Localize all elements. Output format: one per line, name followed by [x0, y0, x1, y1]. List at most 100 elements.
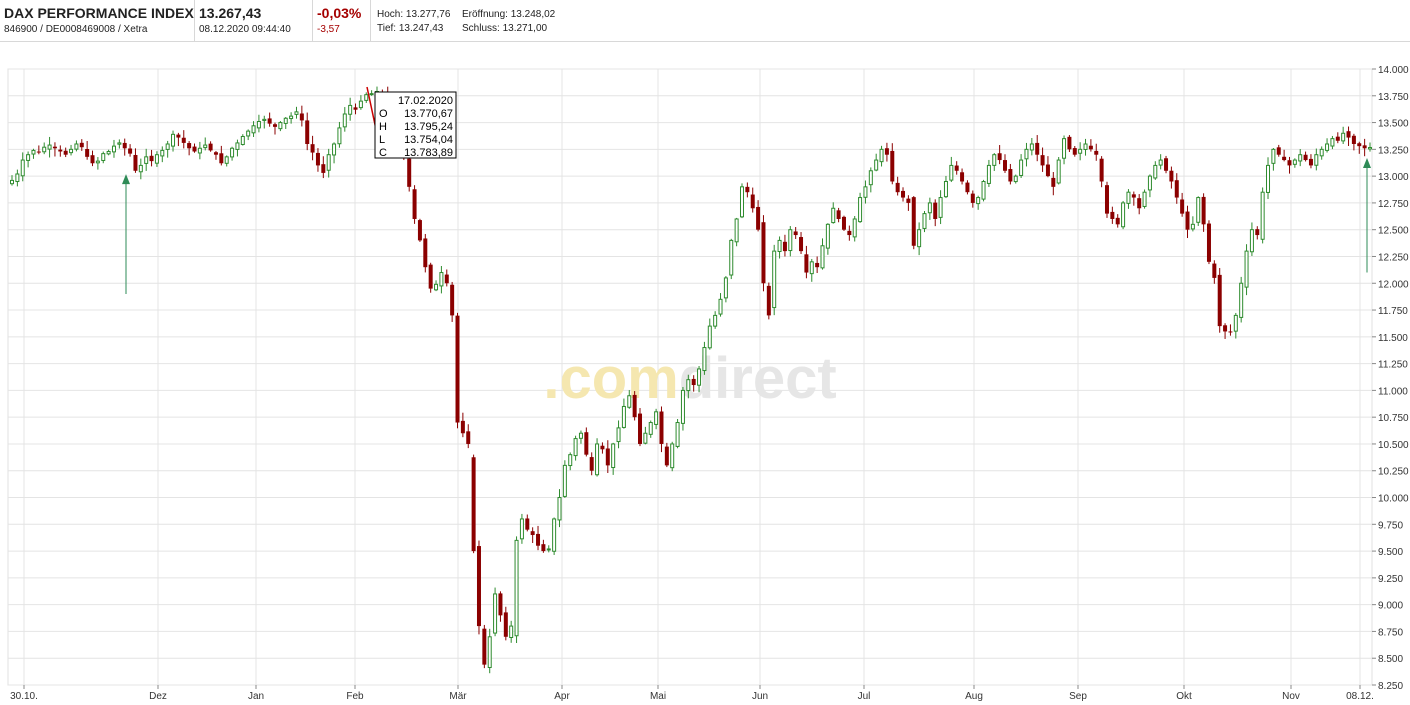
candle: [466, 424, 471, 449]
candle: [85, 140, 90, 160]
candle: [503, 606, 508, 641]
candle-body: [761, 222, 766, 284]
candle-body: [793, 231, 798, 236]
candle: [1164, 155, 1169, 174]
candle-body: [176, 134, 181, 138]
candle-body: [144, 156, 149, 164]
candle-body: [476, 546, 481, 627]
candle: [901, 187, 906, 202]
candle-body: [1088, 145, 1093, 150]
candle-body: [750, 194, 755, 209]
candle: [273, 122, 278, 135]
candle: [1228, 324, 1233, 336]
candle: [890, 143, 895, 185]
candle: [836, 207, 841, 223]
tooltip-high-label: H: [379, 121, 387, 133]
candle-body: [686, 379, 691, 392]
candle-body: [369, 93, 374, 96]
candle-body: [1185, 211, 1190, 230]
candle-body: [922, 213, 927, 229]
candle-body: [809, 261, 814, 275]
candle: [697, 366, 702, 393]
candle: [111, 139, 116, 158]
candle-body: [1083, 143, 1088, 150]
candle: [562, 460, 567, 498]
candle-body: [428, 264, 433, 289]
candle-body: [423, 238, 428, 268]
candle: [181, 130, 186, 149]
y-tick-label: 11.500: [1378, 333, 1408, 344]
candle-body: [503, 612, 508, 637]
candle: [578, 430, 583, 444]
candle: [321, 156, 326, 179]
candle-body: [707, 325, 712, 349]
candle-body: [337, 127, 342, 145]
candle: [294, 106, 299, 119]
candle-body: [530, 531, 535, 536]
candle-body: [1228, 331, 1233, 333]
candle-body: [1223, 325, 1228, 332]
candle: [487, 628, 492, 674]
candle-body: [1217, 274, 1222, 327]
candle-body: [654, 411, 659, 425]
candle: [509, 620, 514, 643]
candle-body: [498, 593, 503, 616]
candle: [176, 132, 181, 147]
candle-body: [927, 202, 932, 214]
candle-body: [219, 153, 224, 164]
y-tick-label: 10.250: [1378, 467, 1409, 478]
candle: [1292, 158, 1297, 168]
candle-body: [58, 149, 63, 152]
candle-body: [460, 420, 465, 434]
candle: [1282, 149, 1287, 162]
candle-body: [611, 443, 616, 469]
candle-body: [552, 518, 557, 552]
candle: [1029, 137, 1034, 156]
candle-body: [1362, 145, 1367, 149]
candle-body: [863, 186, 868, 198]
candle-body: [348, 104, 353, 115]
candle: [654, 408, 659, 430]
candle-body: [1335, 136, 1340, 141]
candle: [686, 374, 691, 399]
candle: [1147, 174, 1152, 198]
candle-body: [578, 432, 583, 439]
candle: [648, 420, 653, 438]
candle: [702, 341, 707, 375]
candle: [863, 180, 868, 204]
price-chart[interactable]: .comdirect 8.250 8.500 8.750 9.000 9.250 9.50…: [0, 42, 1410, 705]
y-tick-label: 13.500: [1378, 119, 1409, 130]
candle-body: [1142, 191, 1147, 207]
candle: [713, 311, 718, 329]
change-cell: -0,03% -3,57: [313, 0, 371, 42]
candle-body: [664, 446, 669, 466]
candle: [1303, 151, 1308, 162]
candle: [278, 120, 283, 132]
candle-body: [589, 457, 594, 471]
candle-body: [487, 636, 492, 668]
candle-body: [739, 186, 744, 218]
candle-body: [1260, 191, 1265, 240]
candle: [165, 140, 170, 158]
candle: [1319, 146, 1324, 160]
candle-body: [772, 250, 777, 309]
candle-body: [536, 533, 541, 546]
candle: [943, 175, 948, 199]
candle-body: [1190, 223, 1195, 230]
candle: [933, 199, 938, 227]
candle: [589, 452, 594, 476]
candle-body: [1174, 180, 1179, 198]
candle-body: [160, 149, 165, 157]
candle: [777, 236, 782, 259]
candle: [1223, 323, 1228, 339]
candle-body: [256, 120, 261, 129]
candle-body: [321, 164, 326, 173]
candle-body: [434, 283, 439, 291]
candle-body: [111, 145, 116, 153]
y-tick-label: 12.750: [1378, 199, 1409, 210]
candle-body: [326, 154, 331, 171]
candle: [1196, 196, 1201, 226]
candle-body: [782, 241, 787, 252]
candle: [358, 95, 363, 110]
candle: [793, 227, 798, 239]
